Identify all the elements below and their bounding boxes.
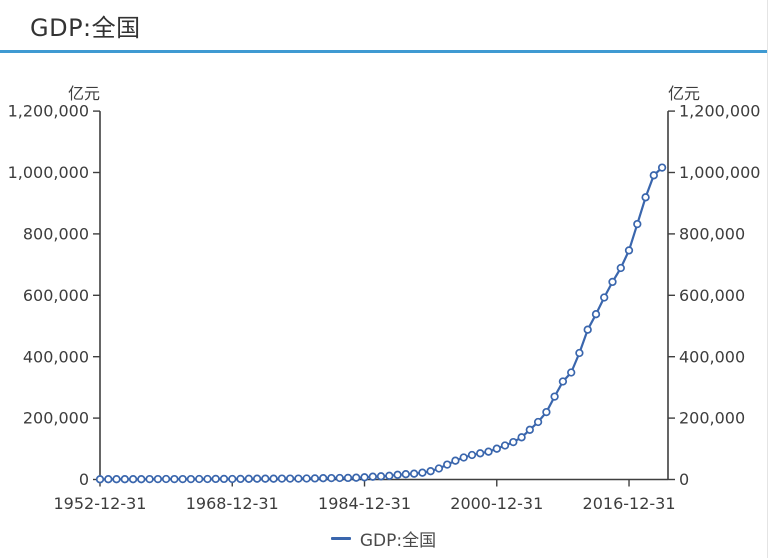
gdp-series-marker — [178, 474, 187, 484]
gdp-series-marker — [624, 246, 634, 255]
y-tick-label-right: 800,000 — [679, 225, 745, 244]
chart-legend: GDP:全国 — [0, 526, 767, 551]
gdp-series-marker — [161, 474, 171, 484]
gdp-series-marker — [269, 474, 278, 483]
gdp-series-marker — [211, 474, 220, 484]
y-tick-label-left: 1,000,000 — [8, 163, 89, 182]
gdp-series-marker — [360, 473, 369, 482]
page-header: GDP:全国 — [0, 0, 767, 53]
gdp-series-marker — [558, 377, 568, 386]
x-tick-label: 2000-12-31 — [450, 494, 543, 513]
gdp-series-marker — [219, 474, 229, 484]
gdp-series-marker — [434, 464, 444, 473]
gdp-series-marker — [517, 433, 526, 442]
gdp-series-marker — [376, 472, 386, 481]
gdp-series-marker — [285, 474, 295, 483]
gdp-series-marker — [327, 473, 336, 483]
x-tick-label: 1968-12-31 — [186, 494, 279, 513]
gdp-series-marker — [484, 447, 493, 456]
gdp-series-marker — [567, 368, 576, 377]
y-tick-label-left: 1,200,000 — [8, 102, 89, 121]
gdp-series-marker — [95, 475, 105, 484]
page-title: GDP:全国 — [30, 13, 141, 42]
gdp-series-marker — [343, 473, 353, 483]
gdp-series-marker — [550, 392, 559, 401]
gdp-series-marker — [104, 475, 113, 484]
gdp-series-marker — [120, 475, 129, 484]
gdp-series-marker — [352, 473, 361, 482]
gdp-series-marker — [112, 475, 121, 484]
gdp-series-marker — [409, 469, 419, 478]
gdp-series-marker — [236, 474, 245, 484]
gdp-series-marker — [533, 417, 543, 427]
gdp-series-marker — [633, 219, 642, 229]
gdp-series-marker — [385, 471, 394, 480]
y-tick-label-left: 200,000 — [23, 409, 89, 428]
gdp-series-marker — [476, 449, 485, 458]
gdp-series-marker — [509, 437, 518, 447]
y-tick-label-left: 0 — [79, 470, 89, 489]
gdp-series-marker — [186, 474, 196, 484]
gdp-series-marker — [600, 293, 609, 302]
gdp-series-marker — [261, 474, 270, 483]
gdp-series-marker — [451, 456, 460, 465]
gdp-series-marker — [459, 453, 468, 462]
gdp-series-marker — [575, 348, 584, 358]
gdp-series-marker — [170, 474, 179, 484]
x-tick-label: 2016-12-31 — [583, 494, 676, 513]
gdp-series-marker — [426, 467, 435, 476]
y-tick-label-left: 800,000 — [23, 225, 89, 244]
y-tick-label-right: 600,000 — [679, 286, 745, 305]
gdp-series-marker — [244, 474, 253, 483]
gdp-series-marker — [277, 474, 287, 483]
gdp-series-marker — [128, 475, 138, 484]
gdp-series-marker — [252, 474, 262, 483]
gdp-series-marker — [641, 193, 650, 202]
gdp-series-marker — [616, 263, 625, 273]
y-tick-label-right: 1,000,000 — [679, 163, 760, 182]
unit-label-left: 亿元 — [68, 84, 100, 103]
gdp-series-marker — [492, 444, 501, 453]
gdp-series-marker — [542, 407, 551, 417]
gdp-series-marker — [657, 163, 667, 172]
gdp-series-marker — [335, 473, 344, 483]
y-tick-label-right: 1,200,000 — [679, 102, 760, 121]
gdp-series-marker — [228, 474, 237, 484]
gdp-series-marker — [368, 472, 377, 481]
y-tick-label-left: 600,000 — [23, 286, 89, 305]
gdp-series-marker — [195, 474, 204, 484]
gdp-series-marker — [401, 470, 410, 479]
gdp-series-marker — [591, 310, 601, 319]
gdp-series-marker — [418, 468, 427, 477]
legend-label: GDP:全国 — [359, 531, 437, 551]
gdp-series-marker — [137, 475, 146, 484]
gdp-series-marker — [443, 460, 452, 469]
gdp-series-marker — [153, 474, 163, 484]
y-tick-label-left: 400,000 — [23, 347, 89, 366]
gdp-series-marker — [203, 474, 212, 484]
legend-line-icon — [330, 537, 351, 540]
gdp-series-marker — [302, 474, 311, 483]
y-tick-label-right: 0 — [679, 470, 689, 489]
gdp-series-line — [99, 166, 663, 481]
unit-label-right: 亿元 — [668, 84, 700, 103]
gdp-series-marker — [649, 171, 658, 180]
gdp-series-marker — [608, 277, 617, 287]
gdp-series-marker — [525, 425, 534, 434]
y-tick-label-right: 400,000 — [679, 347, 745, 366]
gdp-series-marker — [310, 474, 320, 483]
gdp-series-marker — [467, 450, 477, 460]
x-tick-label: 1952-12-31 — [54, 494, 147, 513]
gdp-series-marker — [583, 325, 592, 334]
x-tick-label: 1984-12-31 — [318, 494, 411, 513]
gdp-series-marker — [145, 474, 154, 484]
gdp-series-marker — [500, 441, 510, 450]
y-tick-label-right: 200,000 — [679, 409, 745, 428]
gdp-series-marker — [393, 470, 402, 479]
gdp-series-marker — [319, 474, 328, 483]
gdp-series-marker — [294, 474, 303, 483]
